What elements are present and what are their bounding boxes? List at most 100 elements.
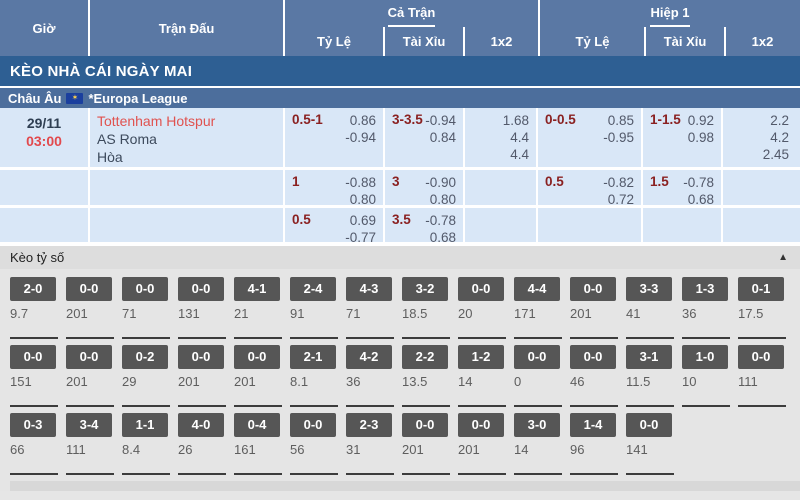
score-box[interactable]: 0-0 — [570, 345, 616, 369]
score-odds-cell[interactable]: 0-0 46 — [570, 345, 626, 407]
score-box[interactable]: 1-2 — [458, 345, 504, 369]
score-box[interactable]: 1-3 — [682, 277, 728, 301]
score-odds-cell[interactable]: 3-4 111 — [66, 413, 122, 475]
score-odds-cell[interactable]: 2-3 31 — [346, 413, 402, 475]
score-box[interactable]: 0-4 — [234, 413, 280, 437]
score-odds-cell[interactable]: 4-0 26 — [178, 413, 234, 475]
score-box[interactable]: 0-0 — [738, 345, 784, 369]
score-box[interactable]: 1-4 — [570, 413, 616, 437]
score-odds-cell[interactable]: 3-2 18.5 — [402, 277, 458, 339]
score-box[interactable]: 0-0 — [570, 277, 616, 301]
score-odds-cell[interactable] — [738, 413, 794, 475]
score-box[interactable]: 4-1 — [234, 277, 280, 301]
score-box[interactable]: 3-1 — [626, 345, 672, 369]
h1-overunder-cell[interactable]: 1-1.5 0.92 0.98 — [643, 108, 723, 167]
score-odds-cell[interactable]: 0-4 161 — [234, 413, 290, 475]
ft-overunder-cell[interactable]: 3.5 -0.78 0.68 — [385, 208, 465, 245]
score-box[interactable]: 0-0 — [234, 345, 280, 369]
score-box[interactable]: 0-0 — [626, 413, 672, 437]
score-odds-cell[interactable]: 1-1 8.4 — [122, 413, 178, 475]
score-odds-cell[interactable]: 0-2 29 — [122, 345, 178, 407]
score-box[interactable]: 1-1 — [122, 413, 168, 437]
score-odds-cell[interactable]: 1-3 36 — [682, 277, 738, 339]
score-box[interactable]: 0-0 — [10, 345, 56, 369]
h1-handicap-cell[interactable]: 0.5 -0.82 0.72 — [538, 170, 643, 207]
score-odds-cell[interactable]: 0-0 151 — [10, 345, 66, 407]
score-box[interactable]: 0-0 — [290, 413, 336, 437]
score-odds-cell[interactable]: 1-2 14 — [458, 345, 514, 407]
score-odds-cell[interactable]: 0-0 111 — [738, 345, 794, 407]
score-box[interactable]: 3-3 — [626, 277, 672, 301]
match-teams-cell[interactable]: Tottenham Hotspur AS Roma Hòa — [90, 108, 285, 167]
score-odds-cell[interactable]: 3-1 11.5 — [626, 345, 682, 407]
score-box[interactable]: 3-4 — [66, 413, 112, 437]
score-odds-cell[interactable]: 4-3 71 — [346, 277, 402, 339]
ft-1x2-cell[interactable]: 1.68 4.4 4.4 — [465, 108, 538, 167]
score-odds-cell[interactable]: 3-3 41 — [626, 277, 682, 339]
score-odds-cell[interactable]: 0-0 201 — [570, 277, 626, 339]
h1-overunder-cell[interactable]: 1.5 -0.78 0.68 — [643, 170, 723, 207]
score-box[interactable]: 2-2 — [402, 345, 448, 369]
score-box[interactable]: 3-2 — [402, 277, 448, 301]
h1-1x2-cell[interactable]: 2.2 4.2 2.45 — [762, 113, 789, 162]
score-box[interactable]: 4-0 — [178, 413, 224, 437]
score-odds-cell[interactable]: 0-0 201 — [234, 345, 290, 407]
score-box[interactable]: 4-2 — [346, 345, 392, 369]
score-box[interactable]: 2-0 — [10, 277, 56, 301]
score-box[interactable]: 0-0 — [178, 345, 224, 369]
score-box[interactable]: 2-4 — [290, 277, 336, 301]
score-box[interactable]: 0-0 — [402, 413, 448, 437]
score-box[interactable]: 0-0 — [514, 345, 560, 369]
score-box[interactable]: 0-0 — [122, 277, 168, 301]
score-odds-cell[interactable]: 0-0 71 — [122, 277, 178, 339]
score-odds-cell[interactable]: 0-3 66 — [10, 413, 66, 475]
away-team-name[interactable]: AS Roma — [97, 131, 157, 147]
score-box[interactable]: 0-0 — [66, 277, 112, 301]
ft-overunder-cell[interactable]: 3 -0.90 0.80 — [385, 170, 465, 207]
home-team-name[interactable]: Tottenham Hotspur — [97, 113, 216, 129]
league-bar[interactable]: Châu Âu *Europa League — [0, 88, 800, 108]
score-odds-cell[interactable]: 0-0 141 — [626, 413, 682, 475]
h1-handicap-cell[interactable]: 0-0.5 0.85 -0.95 — [538, 108, 643, 167]
score-odds-cell[interactable]: 0-0 201 — [66, 345, 122, 407]
score-section-header[interactable]: Kèo tỷ số ▲ — [0, 244, 800, 269]
score-box[interactable]: 4-3 — [346, 277, 392, 301]
score-odds-cell[interactable]: 2-2 13.5 — [402, 345, 458, 407]
score-odds-cell[interactable]: 0-0 131 — [178, 277, 234, 339]
score-odds-cell[interactable]: 1-0 10 — [682, 345, 738, 407]
score-box[interactable]: 0-1 — [738, 277, 784, 301]
score-odds-cell[interactable] — [682, 413, 738, 475]
score-odds-cell[interactable]: 4-2 36 — [346, 345, 402, 407]
score-odds-cell[interactable]: 0-1 17.5 — [738, 277, 794, 339]
score-odds-cell[interactable]: 0-0 201 — [402, 413, 458, 475]
score-odds-cell[interactable]: 4-1 21 — [234, 277, 290, 339]
score-odds-cell[interactable]: 2-0 9.7 — [10, 277, 66, 339]
score-box[interactable]: 0-0 — [66, 345, 112, 369]
score-odds-cell[interactable]: 0-0 201 — [66, 277, 122, 339]
score-odds-cell[interactable]: 4-4 171 — [514, 277, 570, 339]
score-odds-cell[interactable]: 0-0 20 — [458, 277, 514, 339]
score-box[interactable]: 3-0 — [514, 413, 560, 437]
score-box[interactable]: 1-0 — [682, 345, 728, 369]
score-odds-cell[interactable]: 2-4 91 — [290, 277, 346, 339]
score-box[interactable]: 0-0 — [458, 413, 504, 437]
score-odds-cell[interactable]: 0-0 201 — [178, 345, 234, 407]
score-box[interactable]: 0-3 — [10, 413, 56, 437]
score-odds-cell[interactable]: 1-4 96 — [570, 413, 626, 475]
score-odds-cell[interactable]: 2-1 8.1 — [290, 345, 346, 407]
score-odds-cell[interactable]: 3-0 14 — [514, 413, 570, 475]
ft-handicap-cell[interactable]: 0.5-1 0.86 -0.94 — [285, 108, 385, 167]
collapse-arrow-icon[interactable]: ▲ — [778, 252, 788, 263]
score-odds-cell[interactable]: 0-0 56 — [290, 413, 346, 475]
ft-handicap-cell[interactable]: 0.5 0.69 -0.77 — [285, 208, 385, 245]
score-odds-cell[interactable]: 0-0 201 — [458, 413, 514, 475]
ft-overunder-cell[interactable]: 3-3.5 -0.94 0.84 — [385, 108, 465, 167]
score-box[interactable]: 2-1 — [290, 345, 336, 369]
score-box[interactable]: 4-4 — [514, 277, 560, 301]
score-box[interactable]: 0-2 — [122, 345, 168, 369]
ft-handicap-cell[interactable]: 1 -0.88 0.80 — [285, 170, 385, 207]
score-box[interactable]: 0-0 — [178, 277, 224, 301]
score-box[interactable]: 2-3 — [346, 413, 392, 437]
score-odds-cell[interactable]: 0-0 0 — [514, 345, 570, 407]
score-box[interactable]: 0-0 — [458, 277, 504, 301]
